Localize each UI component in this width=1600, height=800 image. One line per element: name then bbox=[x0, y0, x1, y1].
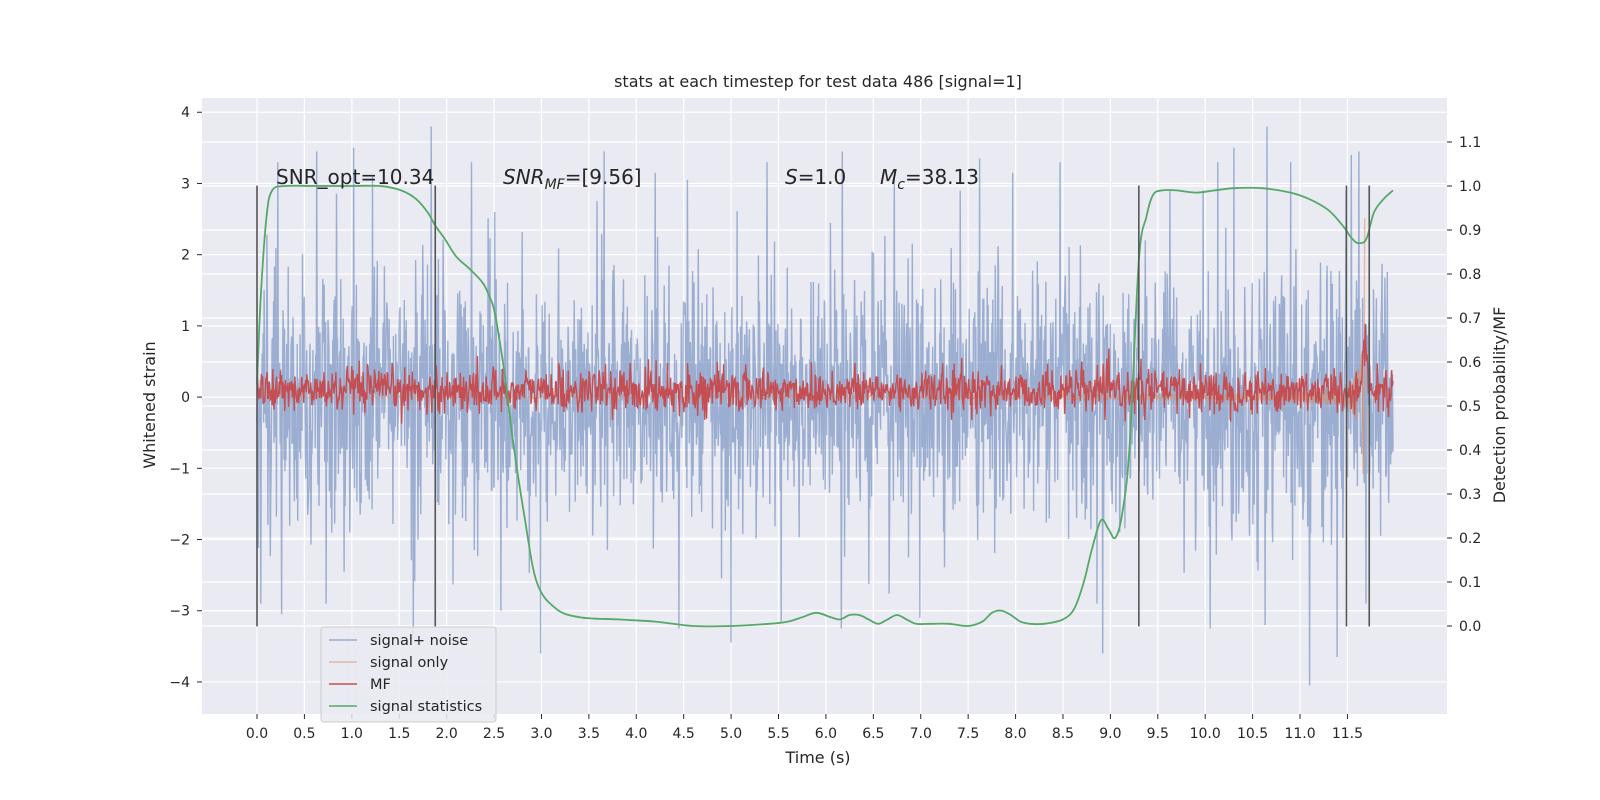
legend-box bbox=[320, 626, 497, 723]
annotation-s-stat: S=1.0 bbox=[785, 165, 846, 189]
right-y-axis-label: Detection probability/MF bbox=[1490, 307, 1509, 504]
vertical-markers bbox=[256, 185, 1371, 627]
x-tick-label: 10.5 bbox=[1237, 726, 1268, 742]
y-left-tick-label: 3 bbox=[181, 176, 190, 192]
x-tick-label: 4.0 bbox=[625, 726, 647, 742]
x-tick-label: 9.5 bbox=[1147, 726, 1169, 742]
signal-statistics-line bbox=[256, 184, 1394, 628]
x-tick-label: 7.5 bbox=[957, 726, 979, 742]
left-y-axis-label: Whitened strain bbox=[140, 341, 159, 468]
x-tick-label: 3.0 bbox=[530, 726, 552, 742]
legend-label-signal-noise: signal+ noise bbox=[370, 633, 468, 649]
y-left-tick-label: −4 bbox=[169, 675, 190, 691]
legend: signal+ noise signal only MF signal stat… bbox=[320, 626, 497, 723]
y-right-tick-label: 0.6 bbox=[1459, 355, 1481, 371]
y-right-tick-label: 0.3 bbox=[1459, 487, 1481, 503]
series-mf bbox=[256, 323, 1394, 424]
annotation-s-stat-rest: =1.0 bbox=[798, 165, 847, 189]
x-tick-label: 7.0 bbox=[910, 726, 932, 742]
y-left-tick-label: 2 bbox=[181, 248, 190, 264]
y-left-tick-label: −3 bbox=[169, 604, 190, 620]
x-tick-label: 5.5 bbox=[767, 726, 789, 742]
x-tick-label: 6.0 bbox=[815, 726, 837, 742]
x-tick-label: 10.0 bbox=[1190, 726, 1221, 742]
chart-title: stats at each timestep for test data 486… bbox=[614, 72, 1022, 91]
x-tick-label: 8.5 bbox=[1052, 726, 1074, 742]
x-axis-ticks: 0.0 0.5 1.0 1.5 2.0 2.5 3.0 3.5 4.0 4.5 5.0 5.5 6.0 6… bbox=[246, 714, 1363, 742]
y-left-tick-label: 4 bbox=[181, 105, 190, 121]
y-right-tick-label: 0.9 bbox=[1459, 223, 1481, 239]
y-left-tick-label: −2 bbox=[169, 533, 190, 549]
x-axis-label: Time (s) bbox=[784, 748, 850, 767]
legend-label-mf: MF bbox=[370, 677, 391, 693]
annotation-snr-mf: SNRMF=[9.56] bbox=[503, 165, 642, 193]
legend-label-signal-only: signal only bbox=[370, 655, 449, 671]
annotation-snr-opt: SNR_opt=10.34 bbox=[276, 165, 434, 189]
annotation-mc-base: M bbox=[880, 165, 897, 189]
x-tick-label: 4.5 bbox=[673, 726, 695, 742]
left-y-axis-ticks: 4 3 2 1 0 −1 −2 −3 −4 bbox=[169, 105, 202, 691]
x-tick-label: 11.0 bbox=[1284, 726, 1315, 742]
y-left-tick-label: −1 bbox=[169, 461, 190, 477]
y-right-tick-label: 0.5 bbox=[1459, 399, 1481, 415]
annotation-mc-sub: c bbox=[897, 177, 905, 193]
x-tick-label: 0.5 bbox=[293, 726, 315, 742]
annotation-snr-mf-base: SNR bbox=[503, 165, 545, 189]
y-right-tick-label: 1.1 bbox=[1459, 135, 1481, 151]
y-left-tick-label: 0 bbox=[181, 390, 190, 406]
series-signal-statistics bbox=[256, 184, 1394, 628]
x-tick-label: 0.0 bbox=[246, 726, 268, 742]
mf-line bbox=[256, 323, 1394, 424]
y-left-tick-label: 1 bbox=[181, 319, 190, 335]
y-right-tick-label: 0.2 bbox=[1459, 531, 1481, 547]
x-tick-label: 2.0 bbox=[436, 726, 458, 742]
x-tick-label: 6.5 bbox=[862, 726, 884, 742]
annotation-snr-mf-rest: =[9.56] bbox=[565, 165, 642, 189]
y-right-tick-label: 0.7 bbox=[1459, 311, 1481, 327]
x-tick-label: 11.5 bbox=[1332, 726, 1363, 742]
x-tick-label: 5.0 bbox=[720, 726, 742, 742]
annotation-mc: Mc=38.13 bbox=[880, 165, 979, 193]
x-tick-label: 8.0 bbox=[1004, 726, 1026, 742]
x-tick-label: 3.5 bbox=[578, 726, 600, 742]
y-right-tick-label: 0.4 bbox=[1459, 443, 1481, 459]
x-tick-label: 2.5 bbox=[483, 726, 505, 742]
annotation-mc-rest: =38.13 bbox=[905, 165, 979, 189]
legend-label-signal-statistics: signal statistics bbox=[370, 699, 482, 715]
x-tick-label: 1.5 bbox=[388, 726, 410, 742]
right-y-axis-ticks: 1.1 1.0 0.9 0.8 0.7 0.6 0.5 0.4 0.3 0.2 0.1 0.0 bbox=[1447, 135, 1481, 635]
x-tick-label: 1.0 bbox=[341, 726, 363, 742]
y-right-tick-label: 0.8 bbox=[1459, 267, 1481, 283]
y-right-tick-label: 0.0 bbox=[1459, 619, 1481, 635]
annotation-snr-mf-sub: MF bbox=[545, 177, 566, 193]
x-tick-label: 9.0 bbox=[1099, 726, 1121, 742]
y-right-tick-label: 1.0 bbox=[1459, 179, 1481, 195]
annotation-s-stat-base: S bbox=[785, 165, 798, 189]
y-right-tick-label: 0.1 bbox=[1459, 575, 1481, 591]
